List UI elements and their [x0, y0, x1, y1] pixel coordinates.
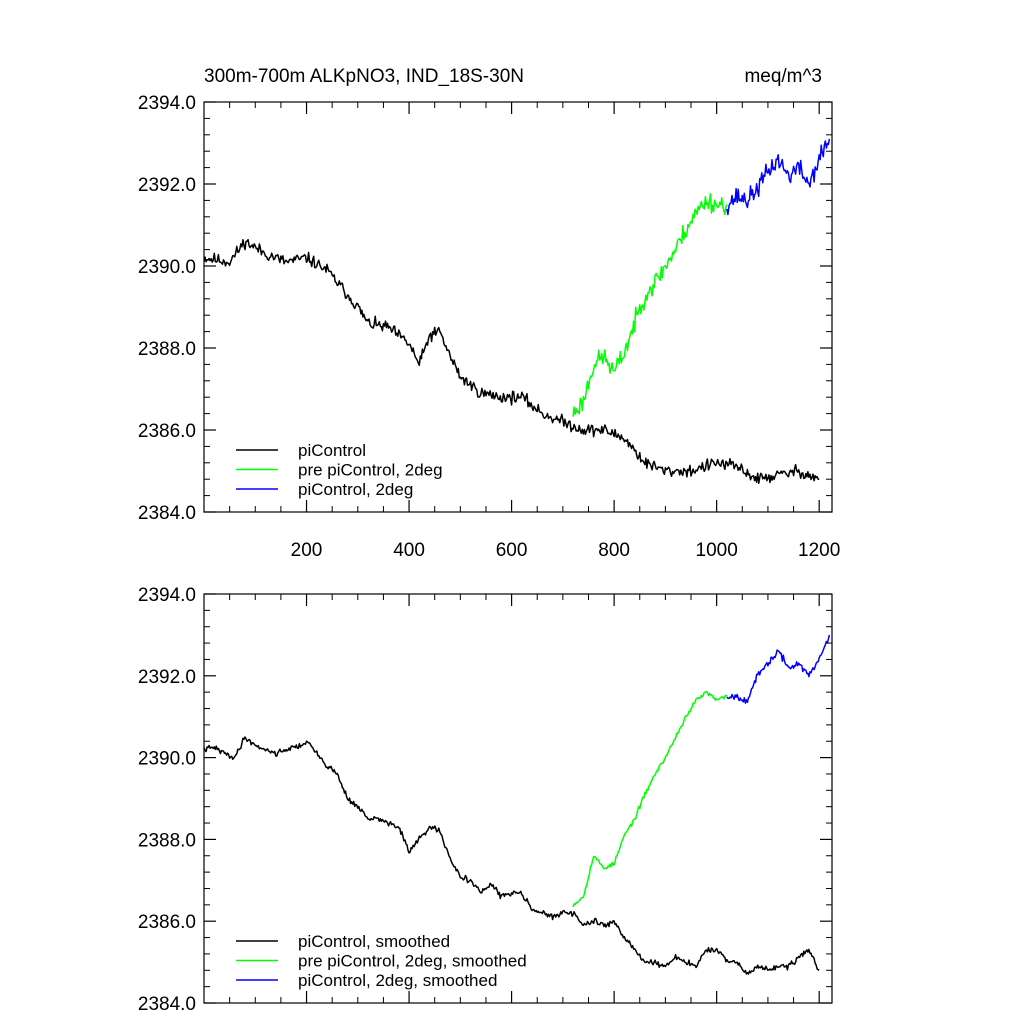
- y-tick-label: 2390.0: [138, 749, 196, 770]
- bottom-panel: 2384.0 2386.0 2388.0 2390.0 2392.0 2394.0 piCo…: [138, 585, 833, 1015]
- x-tick-label: 800: [598, 540, 630, 561]
- y-tick-label: 2390.0: [138, 257, 196, 278]
- y-tick-label: 2392.0: [138, 667, 196, 688]
- y-tick-label: 2388.0: [138, 339, 196, 360]
- y-tick-label: 2394.0: [138, 585, 196, 606]
- x-tick-label: 1200: [798, 540, 840, 561]
- x-tick-label: 600: [496, 540, 528, 561]
- series-line-top-2: [726, 138, 831, 216]
- series-line-bottom-2: [726, 634, 831, 704]
- series-line-bottom-0: [203, 736, 820, 975]
- units-label: meq/m^3: [744, 66, 822, 87]
- x-tick-label: 1000: [696, 540, 738, 561]
- y-tick-label: 2386.0: [138, 912, 196, 933]
- legend-label: piControl, 2deg, smoothed: [298, 971, 497, 990]
- y-tick-label: 2384.0: [138, 994, 196, 1015]
- legend-label: pre piControl, 2deg: [298, 461, 443, 480]
- plot-frame-top: [203, 101, 833, 513]
- top-panel: 2384.0 2386.0 2388.0 2390.0 2392.0 2394.0 200 4…: [138, 93, 840, 561]
- legend-label: pre piControl, 2deg, smoothed: [298, 952, 527, 971]
- y-tick-label: 2392.0: [138, 175, 196, 196]
- legend-label: piControl, smoothed: [298, 932, 450, 951]
- legend-label: piControl, 2deg: [298, 480, 413, 499]
- plot-frame-bottom: [203, 593, 833, 1004]
- y-tick-label: 2394.0: [138, 93, 196, 114]
- series-line-top-1: [572, 193, 728, 417]
- series-line-bottom-1: [572, 690, 728, 908]
- x-tick-label: 200: [291, 540, 323, 561]
- y-tick-label: 2386.0: [138, 421, 196, 442]
- y-tick-label: 2388.0: [138, 830, 196, 851]
- y-tick-label: 2384.0: [138, 503, 196, 524]
- x-tick-label: 400: [393, 540, 425, 561]
- chart-title: 300m-700m ALKpNO3, IND_18S-30N: [204, 66, 524, 87]
- legend-label: piControl: [298, 441, 366, 460]
- series-line-top-0: [203, 238, 820, 485]
